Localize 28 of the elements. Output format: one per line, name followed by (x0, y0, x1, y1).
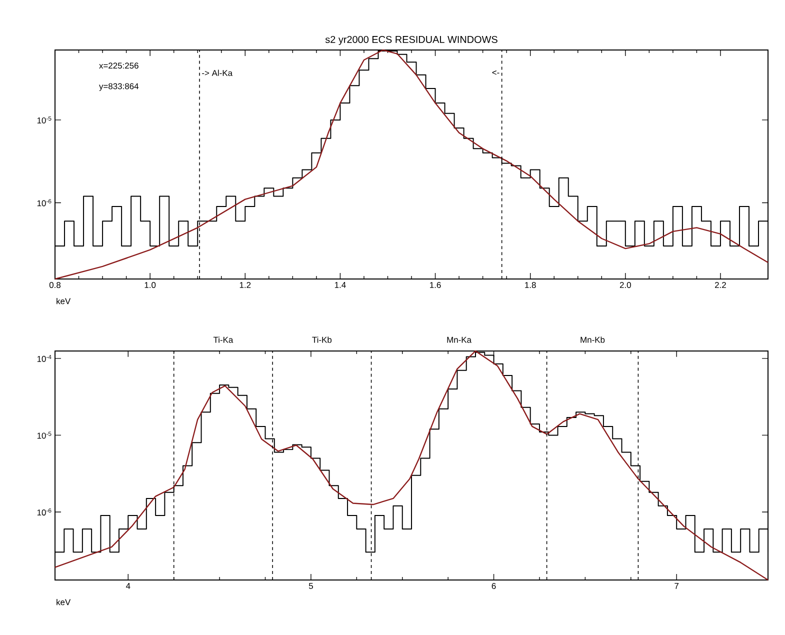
y-tick-label: 10$^{-6}$ (37, 508, 52, 516)
x-tick-label: 7 (674, 583, 679, 589)
x-axis-title: keV (56, 298, 71, 304)
y-tick-label: 10$^{-5}$ (37, 432, 52, 439)
x-tick-label: 2.0 (620, 282, 631, 288)
x-tick-label: 1.0 (144, 282, 156, 288)
x-tick-label: 6 (492, 583, 496, 590)
ref-line-label: -> Al-Ka (202, 70, 233, 76)
annotation: x=225:256 (99, 62, 138, 69)
y-tick-label: 10$^{-4}$ (37, 354, 52, 362)
x-tick-label: 5 (308, 583, 313, 589)
x-tick-label: 1.4 (334, 282, 346, 288)
y-tick-label: 10$^{-6}$ (37, 199, 52, 206)
x-tick-label: 1.8 (525, 282, 536, 288)
annotation: y=833:864 (98, 83, 139, 91)
ref-line-label: <- (492, 70, 500, 75)
text: Mn-Ka (447, 336, 472, 343)
text: Ti-Kb (312, 336, 332, 343)
x-axis-title: keV (56, 598, 71, 606)
x-tick-label: 0.8 (49, 282, 61, 288)
chart-title: s2 yr2000 ECS RESIDUAL WINDOWS (325, 36, 498, 45)
x-tick-label: 1.6 (430, 282, 441, 288)
y-tick-label: 10$^{-5}$ (37, 116, 52, 124)
x-tick-label: 4 (126, 583, 130, 589)
x-tick-label: 2.2 (715, 282, 726, 288)
text: Mn-Kb (580, 336, 605, 343)
x-tick-label: 1.2 (240, 282, 251, 288)
text: Ti-Ka (213, 336, 234, 343)
